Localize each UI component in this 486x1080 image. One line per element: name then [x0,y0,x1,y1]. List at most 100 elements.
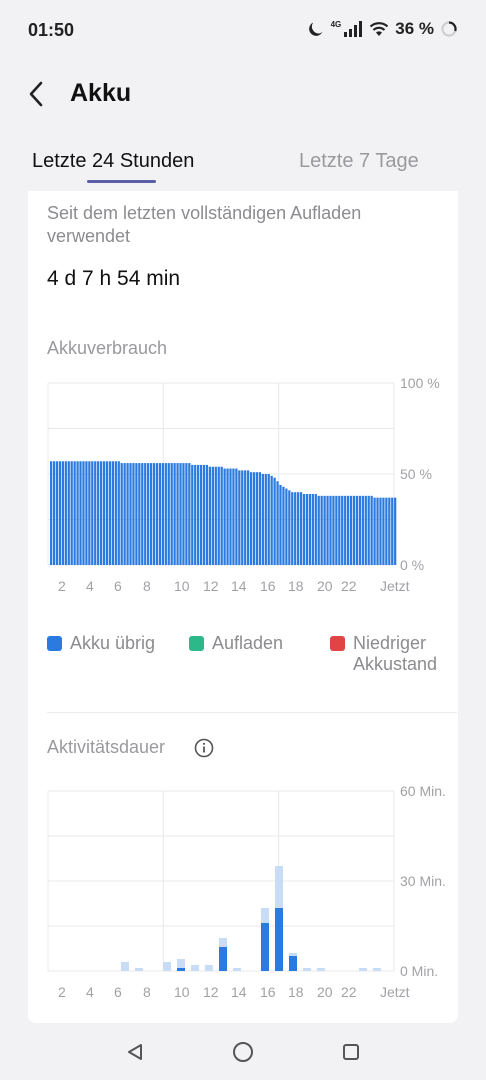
battery-level-bar [105,461,109,565]
battery-level-bar [379,497,382,565]
moon-icon [308,22,323,36]
battery-level-bar [76,461,79,565]
x-tick-label: 18 [288,578,304,594]
battery-level-bar [294,492,297,565]
x-tick-label: 8 [143,578,151,594]
battery-level-bar [302,494,306,565]
status-icons: 4G 36 % [307,19,458,39]
info-icon[interactable] [194,738,214,758]
battery-level-bar [370,495,373,565]
tab-last-7-days[interactable]: Letzte 7 Tage [299,150,419,172]
legend-dot-charging [189,636,204,651]
x-tick-label: 22 [341,984,357,1000]
legend-item-remaining: Akku übrig [47,633,155,654]
x-tick-label: 20 [317,578,333,594]
battery-level-bar [170,463,173,565]
battery-level-bar [288,490,291,565]
battery-level-bar [152,463,156,565]
battery-level-bar [385,497,388,565]
battery-level-bar [244,470,247,565]
battery-level-bar [391,497,394,565]
battery-level-bar [285,488,288,565]
battery-level-bar [214,466,217,565]
legend-item-low-battery: Niedriger Akkustand [330,633,448,675]
x-tick-label: 18 [288,984,304,1000]
circle-home-icon [233,1042,253,1062]
activity-bar-total [373,968,381,971]
battery-level-bar [73,461,76,565]
battery-level-bar [276,481,279,565]
battery-level-bar [185,463,188,565]
battery-level-bar [261,474,264,565]
activity-chart-title: Aktivitätsdauer [47,737,166,757]
battery-level-bar [326,495,329,565]
page-title: Akku [70,79,132,107]
tab-last-24-hours[interactable]: Letzte 24 Stunden [32,150,195,172]
battery-level-bar [111,461,114,565]
battery-level-bar [158,463,162,565]
activity-bar-total [317,968,325,971]
activity-bar-total [233,968,241,971]
activity-bar-screen [289,956,297,971]
battery-level-bar [355,495,359,565]
battery-usage-chart: 100 % 50 % 0 % 2 4 6 8 10 12 14 16 18 20 22 Jetzt [47,375,440,594]
battery-level-bar [279,484,282,565]
battery-level-bar [194,464,197,565]
x-tick-label: 12 [203,578,219,594]
activity-bar-total [303,968,311,971]
y-tick-label: 30 Min. [400,873,446,889]
battery-level-bar [67,461,70,565]
battery-level-bar [344,495,347,565]
wifi-icon [370,22,389,36]
battery-level-bar [252,472,256,565]
activity-bar-screen [219,947,227,971]
y-tick-label: 100 % [400,375,440,391]
battery-level-bar [208,466,212,565]
battery-ring-icon [441,21,457,37]
activity-bar-total [359,968,367,971]
battery-level-bar [311,494,314,565]
battery-level-bar [61,461,65,565]
back-button[interactable] [18,74,54,114]
battery-level-bar [82,461,85,565]
battery-level-bar [52,461,56,565]
battery-level-bar [144,463,147,565]
battery-level-bar [358,495,362,565]
x-tick-label: 2 [58,984,66,1000]
battery-level-bar [232,468,235,565]
activity-bar-screen [177,968,185,971]
battery-level-bar [361,495,364,565]
since-full-charge-label: Seit dem letzten vollständigen Aufladen … [47,203,362,246]
activity-bar-total [177,959,185,971]
x-tick-label: 8 [143,984,151,1000]
nav-recents-button[interactable] [339,1040,363,1064]
battery-level-bar [164,463,167,565]
battery-level-bar [270,475,273,565]
battery-level-bar [341,495,344,565]
battery-level-bar [94,461,97,565]
x-tick-label: 16 [260,984,276,1000]
battery-level-bar [352,495,356,565]
nav-home-button[interactable] [231,1040,255,1064]
x-tick-label: Jetzt [380,984,410,1000]
battery-level-bar [347,495,350,565]
tab-indicator [87,180,156,183]
battery-level-bar [64,461,67,565]
battery-level-bar [70,461,73,565]
battery-percent: 36 % [395,19,434,38]
battery-level-bar [349,495,353,565]
activity-bar-total [121,962,129,971]
x-tick-label: 22 [341,578,357,594]
battery-level-bar [335,495,338,565]
activity-bar-total [135,968,143,971]
battery-level-bar [264,474,267,565]
battery-level-bar [155,463,159,565]
x-tick-label: 10 [174,578,190,594]
battery-level-bar [249,472,253,565]
battery-level-bar [238,470,241,565]
x-tick-label: 12 [203,984,219,1000]
nav-back-button[interactable] [123,1040,147,1064]
battery-level-bar [108,461,112,565]
legend-label-low-battery: Niedriger Akkustand [353,633,438,674]
navigation-bar [0,1024,486,1080]
